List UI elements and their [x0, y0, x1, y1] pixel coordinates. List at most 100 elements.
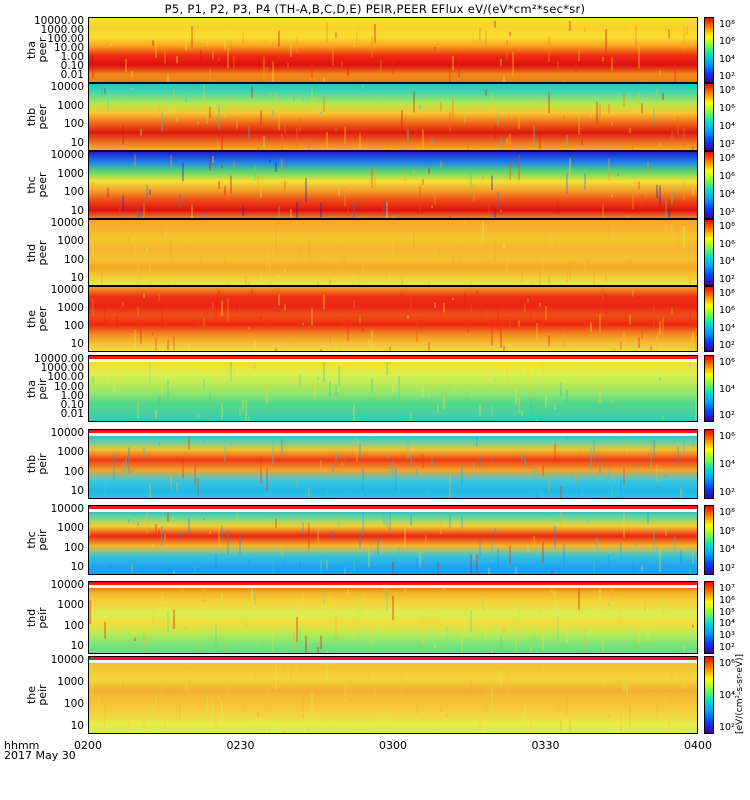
y-tick-label: 1000 [57, 235, 84, 248]
spectrogram-panel-the-peir [88, 656, 698, 734]
spectrogram-image [89, 582, 697, 653]
y-tick-label: 10000 [50, 217, 84, 229]
spectrogram-panel-thb-peer [88, 83, 698, 151]
y-tick-label: 100 [63, 465, 84, 478]
colorbar-tick-label: 10⁴ [719, 690, 735, 701]
spectrogram-panel-thd-peir [88, 581, 698, 654]
colorbar [704, 656, 714, 734]
y-tick-label: 100 [63, 698, 84, 710]
spectrogram-image [89, 356, 697, 421]
y-tick-label: 10000 [50, 427, 84, 439]
colorbar-tick-label: 10⁴ [719, 383, 735, 395]
y-tick-label: 10 [70, 272, 84, 284]
y-tick-label: 100 [63, 320, 84, 332]
x-tick-label: 0400 [684, 739, 712, 752]
spectrogram-panel-thc-peer [88, 151, 698, 219]
y-tick-label: 10000 [50, 579, 84, 591]
y-tick-label: 10 [70, 720, 84, 732]
y-tick-label: 10000.00 [34, 15, 85, 27]
colorbar [704, 581, 714, 654]
y-tick-label: 10 [70, 137, 84, 149]
colorbar-tick-label: 10² [719, 71, 735, 82]
colorbar-tick-label: 10⁴ [719, 459, 735, 470]
colorbar-tick-label: 10⁸ [719, 153, 735, 164]
y-tick-label: 10 [70, 561, 84, 573]
x-tick-label: 0230 [226, 739, 255, 752]
y-tick-label: 1000 [57, 522, 84, 535]
y-tick-label: 10 [70, 640, 84, 652]
y-tick-label: 1000 [57, 302, 84, 314]
y-tick-label: 10.00 [53, 42, 84, 54]
colorbar-tick-label: 10⁴ [719, 618, 735, 630]
colorbar-tick-label: 10⁴ [719, 189, 735, 200]
colorbar-tick-label: 10⁶ [719, 594, 735, 606]
spectrogram-image [89, 506, 697, 574]
y-tick-label: 0.10 [60, 398, 84, 411]
spectrogram-image [89, 18, 697, 82]
spectrogram-panel-the-peer [88, 286, 698, 352]
colorbar-tick-label: 10⁸ [719, 19, 735, 30]
colorbar-tick-label: 10⁶ [719, 103, 735, 114]
colorbar-tick-label: 10³ [719, 630, 735, 642]
y-tick-label: 1000.00 [40, 362, 84, 375]
colorbar-tick-label: 10⁶ [719, 171, 735, 182]
y-tick-label: 0.01 [60, 69, 84, 81]
y-tick-label: 10.00 [53, 380, 84, 393]
x-tick-label: 0300 [379, 739, 407, 752]
y-tick-label: 100 [63, 118, 84, 131]
spectrogram-image [89, 430, 697, 498]
y-tick-label: 1.00 [60, 51, 84, 63]
colorbar-tick-label: 10⁴ [719, 53, 735, 65]
colorbar-tick-label: 10⁶ [719, 431, 735, 442]
colorbar-tick-label: 10⁸ [719, 288, 735, 299]
colorbar-tick-label: 10² [719, 642, 735, 653]
colorbar [704, 219, 714, 286]
y-tick-label: 1000 [57, 167, 84, 180]
colorbar-tick-label: 10² [719, 207, 735, 218]
colorbar-tick-label: 10⁶ [719, 238, 735, 250]
y-tick-label: 100 [63, 253, 84, 266]
y-tick-label: 10 [70, 485, 84, 497]
spectrogram-panel-tha-peir [88, 355, 698, 422]
colorbar-tick-label: 10⁷ [719, 583, 735, 594]
colorbar-tick-label: 10⁵ [719, 606, 735, 618]
x-axis-label-time: hhmm [4, 739, 40, 752]
colorbar-tick-label: 10⁶ [719, 357, 735, 368]
spectrogram-panel-thd-peer [88, 219, 698, 286]
y-tick-label: 10 [70, 338, 84, 350]
spectrogram-panel-thc-peir [88, 505, 698, 575]
colorbar-tick-label: 10² [719, 410, 735, 421]
colorbar-unit-label: [eV/(cm²-s-sr-eV)] [735, 653, 745, 734]
y-tick-label: 0.01 [60, 408, 84, 420]
y-tick-label: 1000 [57, 446, 84, 459]
y-tick-label: 100 [63, 186, 84, 199]
y-tick-label: 1000 [57, 99, 84, 112]
colorbar [704, 505, 714, 575]
colorbar-tick-label: 10⁴ [719, 256, 735, 268]
y-tick-label: 10000.00 [34, 353, 85, 365]
y-tick-label: 100 [63, 619, 84, 632]
colorbar [704, 17, 714, 83]
y-tick-label: 1000.00 [40, 24, 84, 36]
y-tick-label: 100.00 [47, 33, 84, 45]
colorbar [704, 429, 714, 499]
x-tick-label: 0330 [531, 739, 560, 752]
spectrogram-panel-tha-peer [88, 17, 698, 83]
y-tick-label: 100 [63, 541, 84, 554]
y-tick-label: 10000 [50, 149, 84, 161]
spectrogram-image [89, 152, 697, 218]
spectrogram-image [89, 657, 697, 733]
colorbar-tick-label: 10⁶ [719, 305, 735, 317]
colorbar-tick-label: 10⁸ [719, 221, 735, 232]
y-tick-label: 1000 [57, 676, 84, 688]
colorbar-tick-label: 10⁸ [719, 507, 735, 518]
y-tick-label: 10000 [50, 503, 84, 515]
colorbar-tick-label: 10⁶ [719, 36, 735, 48]
colorbar [704, 83, 714, 151]
y-tick-label: 10000 [50, 654, 84, 666]
colorbar-tick-label: 10² [719, 139, 735, 150]
colorbar [704, 151, 714, 219]
colorbar [704, 355, 714, 422]
colorbar-tick-label: 10⁴ [719, 544, 735, 556]
y-tick-label: 1000 [57, 599, 84, 612]
